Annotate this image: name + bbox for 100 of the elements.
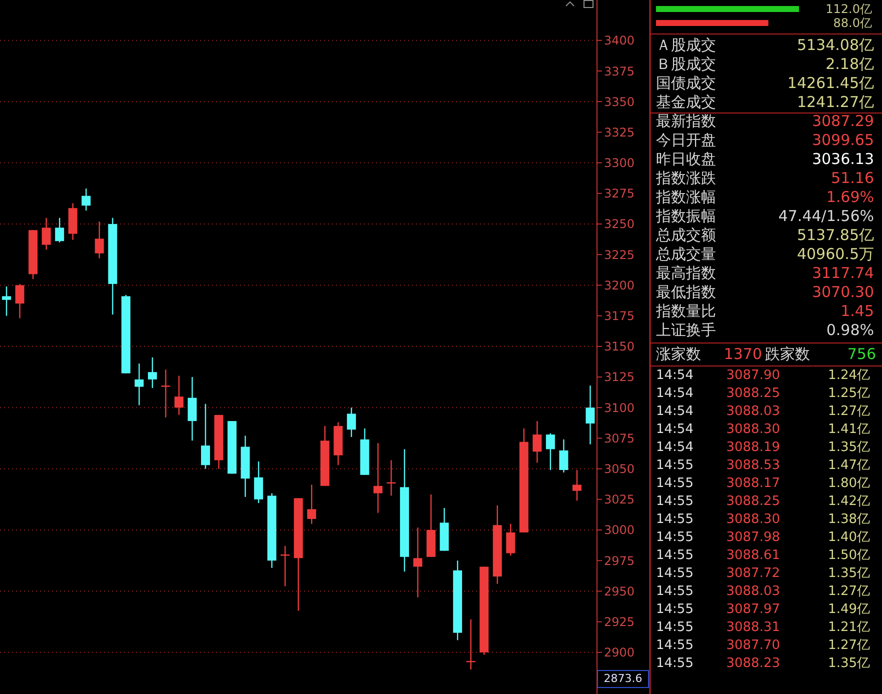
text: 1.45: [840, 302, 874, 321]
text: 14:55: [656, 601, 694, 619]
candlestick: [254, 460, 264, 504]
text: 14261.45亿: [787, 74, 874, 93]
text: 3088.03: [726, 403, 780, 421]
text: 1.35亿: [828, 565, 870, 583]
text: 昨日收盘: [656, 150, 716, 169]
candlestick: [174, 375, 184, 416]
text: 14:55: [656, 529, 694, 547]
text: 总成交量: [656, 245, 716, 264]
text: 3088.53: [726, 457, 780, 475]
text: 14:55: [656, 619, 694, 637]
text: 1.27亿: [828, 583, 870, 601]
text: 3088.19: [726, 439, 780, 457]
text: 1370: [724, 345, 762, 364]
y-tick-label: 3325: [604, 125, 635, 140]
data-label: 88.0亿: [833, 16, 872, 30]
y-tick-label: 3000: [604, 523, 635, 538]
candlestick: [346, 406, 356, 438]
y-tick-label: 2950: [604, 584, 635, 598]
candlestick: [586, 384, 595, 445]
candlestick: [94, 220, 104, 259]
text: 3088.03: [726, 583, 780, 601]
text: 基金成交: [656, 93, 716, 112]
text: 3088.30: [726, 421, 780, 439]
text: 3117.74: [812, 264, 874, 283]
text: 14:54: [656, 367, 694, 385]
y-tick-label: 3375: [604, 64, 635, 78]
text: 1241.27亿: [796, 93, 874, 112]
text: 3088.31: [726, 619, 780, 637]
candlestick: [546, 432, 555, 471]
candlestick: [201, 403, 210, 470]
y-tick-label: 3050: [604, 462, 635, 476]
candlestick: [82, 188, 91, 212]
text: 14:55: [656, 493, 694, 511]
text: 14:55: [656, 637, 694, 655]
text: 3087.29: [812, 112, 874, 131]
text: 40960.5万: [796, 245, 874, 264]
text: 1.35亿: [828, 655, 870, 673]
y-tick-label: 3275: [604, 186, 635, 201]
text: 1.47亿: [828, 457, 870, 475]
text: 0.98%: [826, 321, 874, 340]
y-tick-label: 3350: [604, 94, 635, 109]
text: Ｂ股成交: [656, 55, 716, 74]
text: 5137.85亿: [796, 226, 874, 245]
text: 2873.6: [597, 670, 649, 688]
text: 1.49亿: [828, 601, 870, 619]
candlestick: [148, 356, 157, 389]
candlestick: [532, 420, 542, 464]
candlestick: [55, 217, 64, 243]
text: 51.16: [831, 169, 874, 188]
text: 14:54: [656, 403, 694, 421]
y-tick-label: 2900: [604, 646, 635, 660]
text: 1.27亿: [828, 637, 870, 655]
text: 3099.65: [812, 131, 874, 150]
candlestick: [188, 376, 197, 442]
y-tick-label: 3300: [604, 156, 635, 170]
text: 14:54: [656, 385, 694, 403]
y-tick-label: 3150: [604, 340, 635, 354]
y-tick-label: 3125: [604, 370, 635, 384]
text: 1.41亿: [828, 421, 870, 439]
text: 3088.61: [726, 547, 780, 565]
text: 指数振幅: [656, 207, 716, 226]
candlestick: [506, 523, 516, 556]
text: 1.69%: [826, 188, 874, 207]
text: 756: [847, 345, 876, 364]
text: 1.80亿: [828, 475, 870, 493]
text: 3088.23: [726, 655, 780, 673]
text: 47.44/1.56%: [778, 207, 874, 226]
text: 14:55: [656, 511, 694, 529]
y-tick-label: 3250: [604, 217, 635, 232]
candlestick: [42, 217, 51, 250]
text: 3087.90: [726, 367, 780, 385]
y-tick-label: 3200: [604, 278, 635, 292]
text: 今日开盘: [656, 131, 716, 150]
text: 国债成交: [656, 74, 716, 93]
y-tick-label: 3075: [604, 431, 635, 446]
text: 1.25亿: [828, 385, 870, 403]
text: 1.42亿: [828, 493, 870, 511]
text: 1.27亿: [828, 403, 870, 421]
text: 最新指数: [656, 112, 716, 131]
y-tick-label: 2975: [604, 554, 635, 568]
text: 指数量比: [656, 302, 716, 321]
candlestick: [559, 438, 568, 474]
text: 14:54: [656, 439, 694, 457]
text: 1.21亿: [828, 619, 870, 637]
text: 1.50亿: [828, 547, 870, 565]
data-label: 112.0亿: [826, 2, 872, 16]
text: 3088.25: [726, 493, 780, 511]
text: 3087.98: [726, 529, 780, 547]
y-tick-label: 3225: [604, 248, 635, 262]
text: 3036.13: [812, 150, 874, 169]
text: 1.24亿: [828, 367, 870, 385]
text: 14:55: [656, 457, 694, 475]
text: 14:55: [656, 655, 694, 673]
y-tick-label: 3025: [604, 492, 635, 507]
text: 3088.25: [726, 385, 780, 403]
text: 14:55: [656, 583, 694, 601]
text: 1.40亿: [828, 529, 870, 547]
candlestick: [15, 283, 24, 319]
